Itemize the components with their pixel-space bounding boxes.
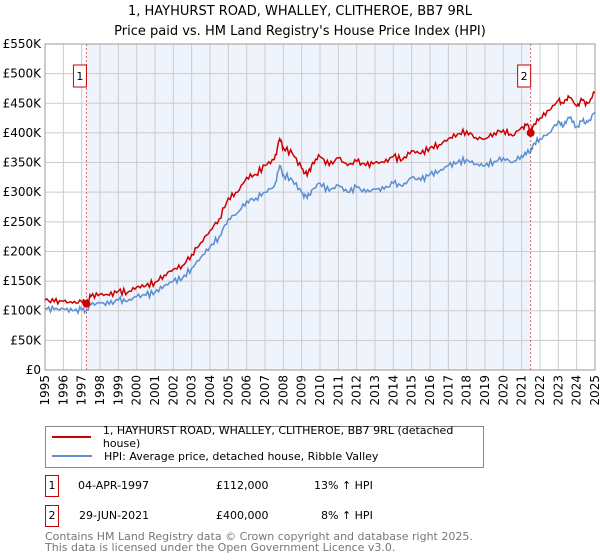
transaction-date: 04-APR-1997 [78,479,150,492]
y-tick-label: £100K [3,304,43,318]
sale-point-2 [526,128,535,137]
x-tick-label: 2014 [386,375,400,406]
x-tick-label: 2025 [588,375,600,406]
x-tick-label: 2022 [533,375,547,406]
x-tick-label: 2004 [203,375,217,406]
footer-line-2: This data is licensed under the Open Gov… [45,541,396,554]
legend-swatch-property [52,436,91,438]
y-tick-label: £200K [3,244,43,258]
y-tick-label: £500K [3,67,43,81]
x-tick-label: 2009 [295,375,309,406]
x-tick-label: 1996 [56,375,70,406]
x-tick-label: 2015 [405,375,419,406]
x-tick-label: 2024 [570,375,584,406]
sale-badge-1 [72,64,87,88]
x-tick-label: 1997 [75,375,89,406]
x-tick-label: 2005 [221,375,235,406]
title-line-1: 1, HAYHURST ROAD, WHALLEY, CLITHEROE, BB… [127,4,473,19]
x-tick-label: 2011 [331,375,345,406]
legend: 1, HAYHURST ROAD, WHALLEY, CLITHEROE, BB… [45,424,484,468]
legend-item-property: 1, HAYHURST ROAD, WHALLEY, CLITHEROE, BB… [52,424,483,450]
transaction-hpi: 8% ↑ HPI [321,509,373,522]
transaction-price: £112,000 [216,479,269,492]
x-tick-label: 2018 [460,375,474,406]
y-tick-label: £450K [3,96,43,110]
transaction-date: 29-JUN-2021 [79,509,150,522]
sale-point-1 [82,299,91,308]
legend-item-hpi: HPI: Average price, detached house, Ribb… [52,447,378,465]
legend-swatch-hpi [52,455,92,457]
x-tick-label: 2001 [148,375,162,406]
x-tick-label: 2016 [423,375,437,406]
footer: Contains HM Land Registry data © Crown c… [45,531,473,553]
sale-badge-2 [517,64,532,88]
transaction-price: £400,000 [216,509,269,522]
y-tick-label: £400K [3,126,43,140]
shaded-period [86,44,531,370]
x-tick-label: 2023 [551,375,565,406]
transaction-row: 2 29-JUN-2021 £400,000 8% ↑ HPI [45,505,445,531]
x-tick-label: 2012 [350,375,364,406]
legend-label-property: 1, HAYHURST ROAD, WHALLEY, CLITHEROE, BB… [102,424,454,450]
plot-border [44,43,596,371]
x-tick-label: 2017 [441,375,455,406]
x-tick-label: 2010 [313,375,327,406]
transaction-badge: 2 [45,505,59,527]
transaction-badge: 1 [45,475,59,497]
legend-label-hpi: HPI: Average price, detached house, Ribb… [104,449,379,463]
x-tick-label: 2019 [478,375,492,406]
title-line-2: Price paid vs. HM Land Registry's House … [114,24,486,39]
footer-line-1: Contains HM Land Registry data © Crown c… [45,530,473,543]
x-tick-label: 1999 [111,375,125,406]
x-tick-label: 2008 [276,375,290,406]
sale-badge-label: 2 [521,70,528,83]
y-tick-label: £50K [10,333,42,347]
x-tick-label: 2013 [368,375,382,406]
y-tick-label: £0 [26,363,41,377]
x-tick-label: 2020 [496,375,510,406]
price-chart: £0 £50K £100K £150K £200K £250K £300K £350K £400… [3,37,600,406]
y-tick-label: £250K [3,215,43,229]
transaction-hpi: 13% ↑ HPI [314,479,373,492]
transaction-row: 1 04-APR-1997 £112,000 13% ↑ HPI [45,475,445,501]
y-tick-label: £150K [3,274,43,288]
x-tick-label: 1998 [93,375,107,406]
y-tick-label: £550K [3,37,43,51]
x-tick-label: 2003 [185,375,199,406]
property-price-line [44,91,596,308]
x-tick-label: 2000 [130,375,144,406]
x-tick-label: 2007 [258,375,272,406]
hpi-line [44,111,596,316]
sale-badge-label: 1 [76,70,83,83]
y-tick-label: £300K [3,185,43,199]
x-tick-label: 1995 [38,375,52,406]
x-tick-label: 2002 [166,375,180,406]
chart-title: 1, HAYHURST ROAD, WHALLEY, CLITHEROE, BB… [0,2,600,42]
y-tick-label: £350K [3,156,43,170]
x-tick-label: 2006 [240,375,254,406]
x-tick-label: 2021 [515,375,529,406]
